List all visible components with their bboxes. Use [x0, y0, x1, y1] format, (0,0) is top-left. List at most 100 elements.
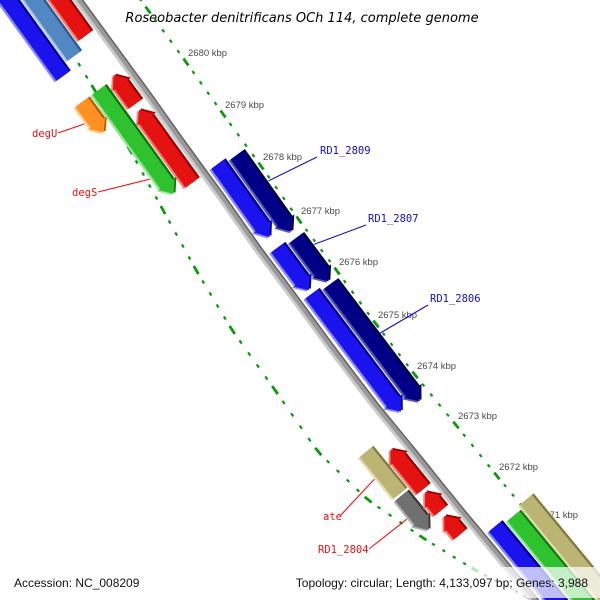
tick-minor	[421, 382, 426, 388]
tick-minor	[486, 463, 491, 468]
genome-track-stripe	[76, 0, 539, 600]
tick-minor	[387, 513, 393, 518]
accession-text: Accession: NC_008209	[14, 576, 140, 590]
gene-label-ate[interactable]: ate	[323, 511, 342, 523]
gene-arrow-group-cds-g	[269, 241, 312, 292]
gene-arrow-degU[interactable]	[75, 97, 106, 133]
tick-minor	[251, 153, 256, 158]
gene-arrow-cds-h[interactable]	[305, 289, 401, 412]
gene-arrow-cds-d[interactable]	[112, 74, 142, 109]
tick-minor	[187, 255, 192, 261]
gene-arrow-cds-e[interactable]	[137, 109, 198, 188]
tick-minor	[431, 542, 436, 547]
tick-minor	[290, 412, 295, 418]
tick-minor	[462, 433, 467, 438]
tick-minor	[84, 74, 89, 79]
tick-major	[372, 319, 380, 329]
tick-minor	[243, 143, 248, 148]
tick-minor	[201, 279, 206, 285]
tick-minor	[264, 375, 269, 381]
tick-label: 2678 kbp	[263, 152, 302, 163]
tick-label: 2672 kbp	[499, 462, 538, 473]
gene-labels: RD1_2809 RD1_2807 RD1_2806 degU degS ate RD1_2…	[32, 123, 481, 556]
leader-line-ate	[339, 478, 375, 517]
tick-minor	[274, 185, 279, 190]
gene-arrow-group-degS	[90, 84, 177, 196]
gene-label-RD1_2806[interactable]: RD1_2806	[430, 293, 481, 305]
gene-arrow-ate[interactable]	[359, 447, 406, 499]
gene-label-degS[interactable]: degS	[72, 187, 97, 199]
gene-arrow-RD1_2806[interactable]	[324, 279, 420, 402]
tick-minor	[409, 528, 415, 533]
gene-arrow-degS[interactable]	[92, 85, 175, 194]
leader-line-RD1_2809	[268, 156, 318, 182]
gene-arrow-cds-k[interactable]	[444, 515, 466, 540]
gene-arrow-RD1_2804[interactable]	[395, 491, 429, 530]
gene-arrow-group-RD1_2804	[393, 489, 431, 532]
tick-minor	[312, 238, 317, 243]
tick-minor	[191, 70, 196, 75]
gene-label-RD1_2804[interactable]: RD1_2804	[318, 544, 369, 556]
genome-track-stripe	[81, 0, 540, 600]
tick-label: 2677 kbp	[301, 206, 340, 217]
gene-arrow-group-cds-b	[0, 0, 83, 63]
gene-arrow-group-RD1_2807	[288, 232, 332, 283]
tick-minor	[238, 339, 243, 345]
tick-minor	[437, 402, 442, 408]
tick-minor	[503, 483, 507, 488]
gene-arrow-cds-j[interactable]	[425, 491, 447, 516]
gene-arrow-group-cds-a	[0, 0, 71, 83]
gene-arrow-cds-b[interactable]	[0, 0, 81, 61]
tick-major	[182, 57, 190, 67]
tick-minor	[180, 243, 185, 249]
tick-minor	[511, 493, 515, 498]
gene-arrow-group-cds-f	[209, 158, 273, 239]
tick-minor	[335, 469, 341, 474]
tick-minor	[355, 488, 361, 493]
tick-minor	[141, 171, 146, 177]
tick-minor	[319, 248, 324, 253]
tick-minor	[147, 183, 152, 189]
tick-minor	[167, 219, 172, 225]
tick-minor	[281, 400, 286, 405]
gene-arrow-cds-a[interactable]	[0, 0, 69, 81]
tick-label: 2675 kbp	[378, 310, 417, 321]
tick-minor	[77, 62, 82, 67]
gene-arrow-RD1_2807[interactable]	[289, 233, 330, 282]
leader-line-RD1_2806	[379, 304, 429, 334]
tick-minor	[350, 290, 355, 295]
gene-arrow-group-cds-c	[13, 0, 94, 42]
tick-minor	[134, 159, 139, 165]
tick-minor	[405, 362, 410, 367]
gene-arrow-group-ate	[358, 445, 408, 501]
gene-arrow-RD1_2809[interactable]	[230, 150, 293, 232]
leader-line-degS	[97, 178, 150, 193]
tick-minor	[236, 132, 241, 137]
tick-label: 2673 kbp	[458, 411, 497, 422]
tick-minor	[462, 561, 467, 566]
tick-minor	[266, 174, 271, 179]
gene-arrow-cds-c[interactable]	[13, 0, 92, 41]
tick-minor	[161, 28, 166, 33]
gene-label-RD1_2807[interactable]: RD1_2807	[368, 213, 419, 225]
tick-minor	[470, 443, 475, 448]
tick-minor	[381, 332, 386, 337]
tick-major	[418, 534, 428, 542]
tick-major	[257, 161, 265, 171]
tick-label: 2676 kbp	[339, 257, 378, 268]
tick-minor	[213, 101, 218, 106]
tick-minor	[255, 363, 260, 369]
leader-line-RD1_2807	[313, 224, 367, 245]
tick-major	[333, 266, 341, 276]
tick-minor	[304, 228, 309, 233]
tick-label: 2671 kbp	[539, 510, 578, 521]
gene-arrow-cds-f[interactable]	[211, 159, 271, 238]
gene-arrow-cds-g[interactable]	[271, 243, 310, 291]
tick-minor	[478, 453, 483, 458]
gene-arrow-cds-i[interactable]	[390, 449, 430, 495]
gene-label-RD1_2809[interactable]: RD1_2809	[320, 145, 371, 157]
gene-label-degU[interactable]: degU	[32, 128, 57, 140]
tick-minor	[206, 91, 211, 96]
